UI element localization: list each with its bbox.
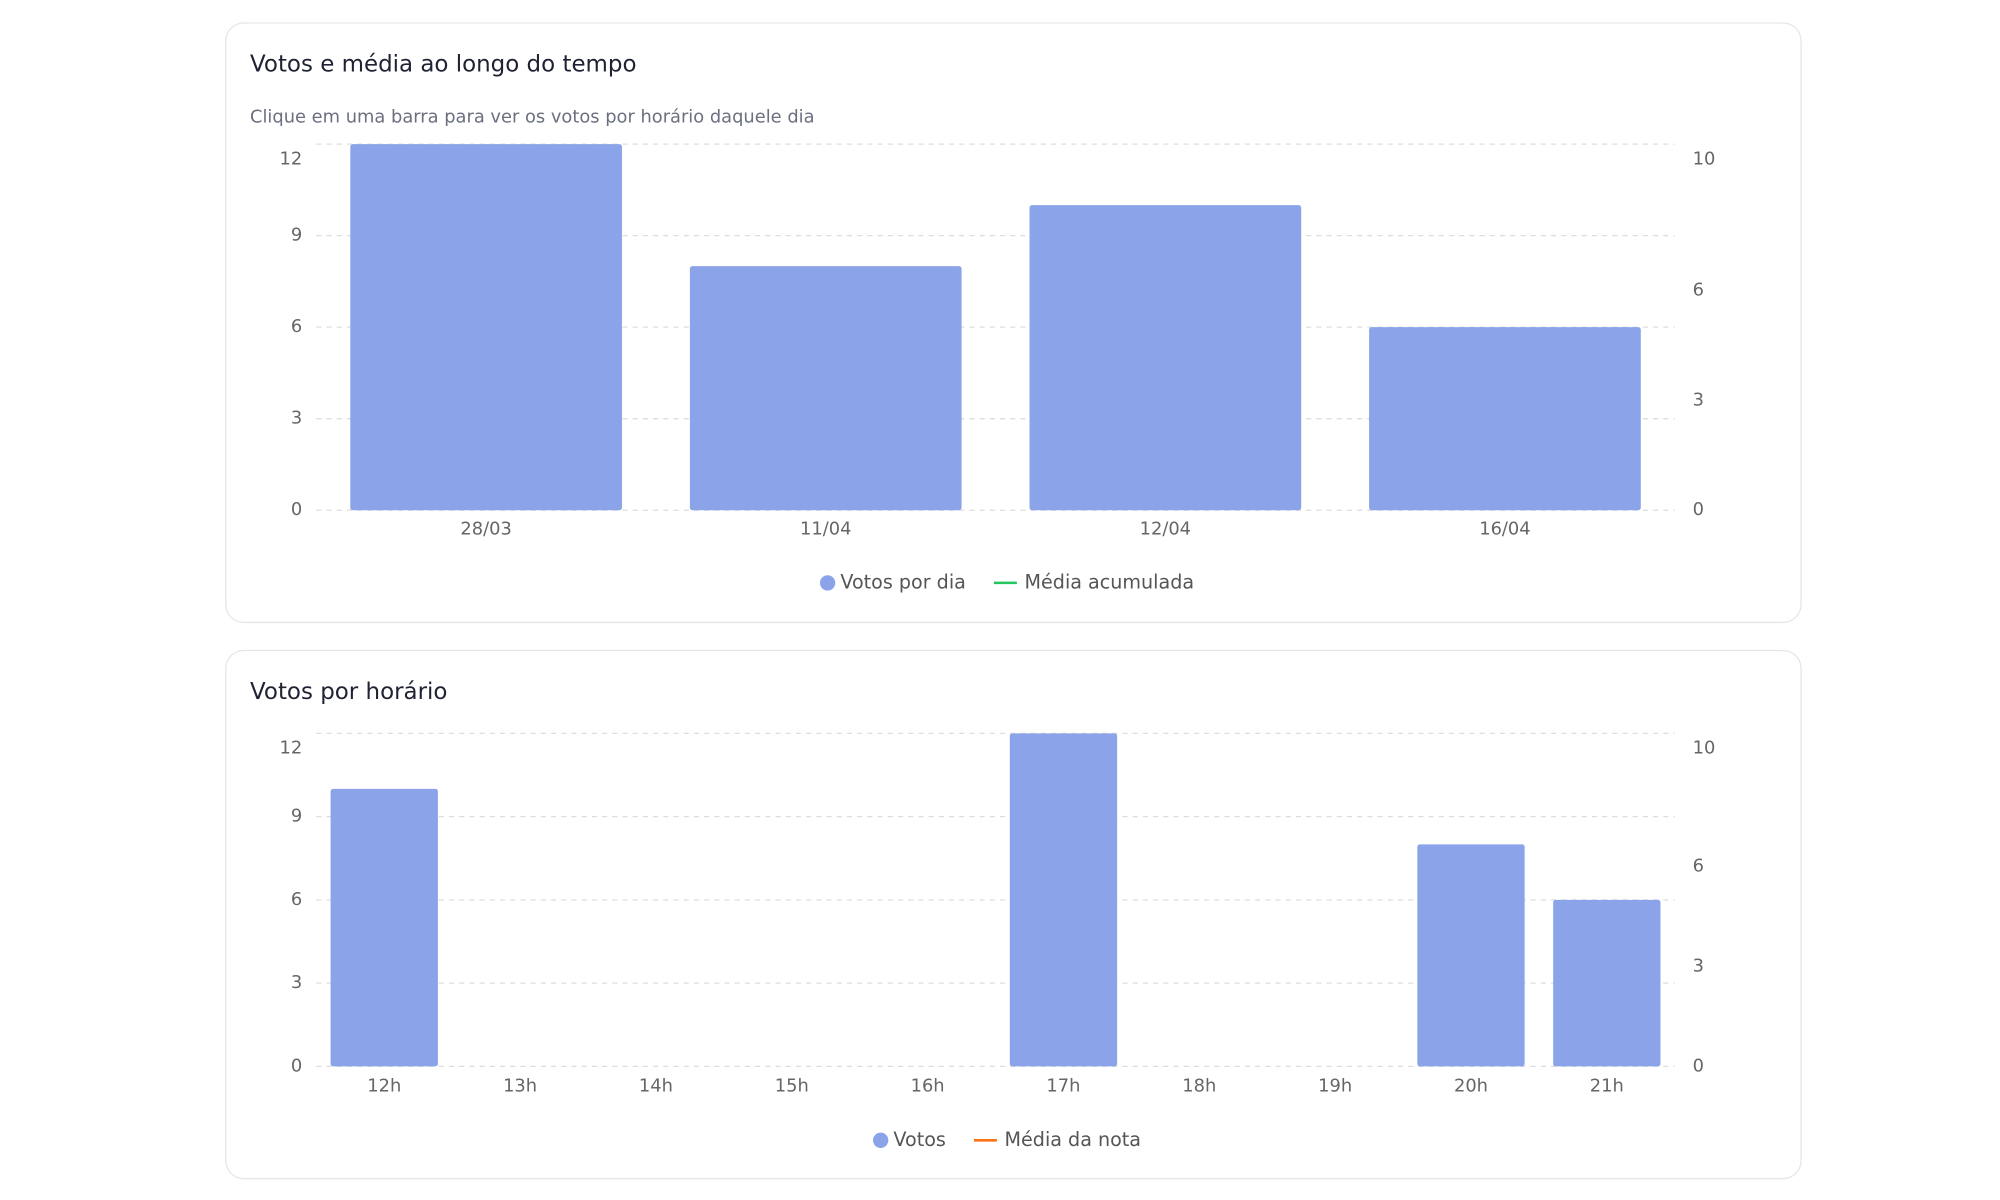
bar[interactable] — [1369, 327, 1641, 511]
y2-tick-label: 10 — [1693, 738, 1716, 759]
bar[interactable] — [1009, 733, 1118, 1067]
x-tick-label: 28/03 — [460, 518, 511, 539]
bar[interactable] — [350, 144, 622, 511]
y-tick-label: 3 — [291, 972, 302, 993]
legend-swatch — [872, 1132, 889, 1148]
legend-label: Média acumulada — [1025, 570, 1195, 593]
x-tick-label: 12/04 — [1140, 518, 1191, 539]
chart-title: Votos por horário — [250, 679, 447, 705]
x-tick-label: 16h — [911, 1076, 945, 1097]
y2-tick-label: 6 — [1693, 856, 1704, 877]
x-tick-label: 20h — [1454, 1076, 1488, 1097]
y2-tick-label: 0 — [1693, 1055, 1704, 1076]
chart-subtitle: Clique em uma barra para ver os votos po… — [250, 106, 815, 127]
x-tick-label: 18h — [1182, 1076, 1216, 1097]
y2-tick-label: 10 — [1693, 148, 1716, 169]
x-tick-label: 21h — [1590, 1076, 1624, 1097]
y2-tick-label: 3 — [1693, 955, 1704, 976]
legend-label: Votos — [893, 1128, 945, 1151]
y-tick-label: 12 — [280, 148, 303, 169]
x-tick-label: 15h — [775, 1076, 809, 1097]
y-tick-label: 12 — [280, 738, 303, 759]
x-tick-label: 14h — [639, 1076, 673, 1097]
x-tick-label: 17h — [1046, 1076, 1080, 1097]
chart-title: Votos e média ao longo do tempo — [250, 52, 637, 78]
legend-swatch — [819, 575, 836, 591]
x-tick-label: 13h — [503, 1076, 537, 1097]
x-tick-label: 16/04 — [1479, 518, 1530, 539]
x-tick-label: 12h — [367, 1076, 401, 1097]
y-tick-label: 9 — [291, 225, 302, 246]
y-tick-label: 9 — [291, 806, 302, 827]
y2-tick-label: 6 — [1693, 280, 1704, 301]
x-tick-label: 11/04 — [800, 518, 851, 539]
y2-tick-label: 3 — [1693, 389, 1704, 410]
bar[interactable] — [330, 788, 438, 1067]
bar[interactable] — [1417, 844, 1525, 1067]
y-tick-label: 3 — [291, 408, 302, 429]
bar[interactable] — [1553, 899, 1661, 1067]
y-tick-label: 6 — [291, 316, 302, 337]
y-tick-label: 0 — [291, 499, 302, 520]
y2-tick-label: 0 — [1693, 499, 1704, 520]
x-tick-label: 19h — [1318, 1076, 1352, 1097]
y-tick-label: 6 — [291, 889, 302, 910]
legend-label: Média da nota — [1005, 1128, 1142, 1151]
legend-label: Votos por dia — [840, 570, 966, 593]
bar[interactable] — [689, 266, 962, 511]
y-tick-label: 0 — [291, 1055, 302, 1076]
bar[interactable] — [1029, 205, 1302, 511]
